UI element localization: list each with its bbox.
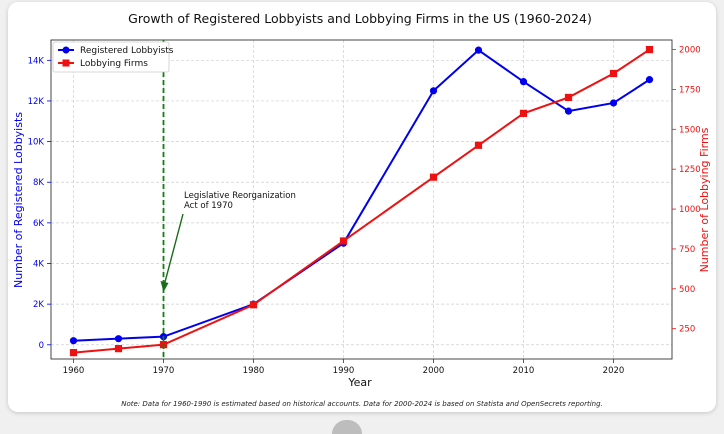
legend-label-firms: Lobbying Firms [80,59,148,69]
series-line-0 [73,48,651,342]
data-point-firms [339,237,348,245]
data-point-lobbyists [114,335,123,343]
data-point-lobbyists [429,87,438,95]
y-right-axis-label: Number of Lobbying Firms [698,127,711,272]
y-left-tick-label: 6K [33,219,44,229]
y-left-axis-label: Number of Registered Lobbyists [12,112,25,288]
data-point-lobbyists [564,107,573,115]
data-point-lobbyists [645,76,654,84]
y-right-tick-label: 250 [679,325,695,335]
legend-marker-firms [62,59,70,67]
grid-lines [51,40,672,359]
data-point-firms [609,69,618,78]
y-right-tick-label: 1750 [679,85,701,95]
x-axis-label: Year [347,376,372,389]
x-tick-label: 2020 [603,366,625,376]
chart-title: Growth of Registered Lobbyists and Lobby… [128,11,592,26]
y-left-tick-label: 8K [33,178,44,188]
x-tick-label: 2000 [423,366,445,376]
y-right-tick-label: 1000 [679,205,701,215]
annotation-text-line2: Act of 1970 [184,201,233,211]
annotation-arrow-head [160,280,169,292]
y-right-tick-label: 750 [679,245,695,255]
y-left-tick-label: 4K [33,260,44,270]
y-right-tick-label: 1250 [679,165,701,175]
y-right-axis-ticks: 250 500 750 1000 1250 1500 1750 2000 [672,46,701,335]
data-point-lobbyists [519,78,528,86]
legend: Registered Lobbyists Lobbying Firms [52,41,174,73]
y-left-tick-label: 10K [28,138,45,148]
data-point-firms [474,141,483,149]
x-tick-label: 1990 [333,366,355,376]
data-point-firms [519,109,528,117]
axes [50,39,673,360]
data-point-lobbyists [69,337,78,345]
plot-frame [50,39,673,360]
x-axis-ticks: 1960 1970 1980 1990 2000 2010 2020 [63,359,625,376]
data-point-firms [69,349,78,357]
series-line-1 [73,48,651,354]
y-right-tick-label: 500 [679,285,695,295]
annotation-text-line1: Legislative Reorganization [184,191,296,201]
data-point-lobbyists [609,99,618,107]
footnote: Note: Data for 1960-1990 is estimated ba… [121,400,603,408]
data-point-firms [429,173,438,181]
chart-marks [69,45,654,357]
x-tick-label: 2010 [513,366,535,376]
y-left-tick-label: 12K [28,97,45,107]
annotation-arrow-shaft [163,213,184,285]
x-tick-label: 1980 [243,366,265,376]
y-left-tick-label: 2K [33,300,44,310]
x-tick-label: 1970 [153,366,175,376]
data-point-lobbyists [474,46,483,54]
y-right-tick-label: 2000 [679,46,701,56]
legend-marker-lobbyists [62,46,70,54]
y-left-tick-label: 14K [28,56,45,66]
legend-box [52,41,170,73]
x-tick-label: 1960 [63,366,85,376]
data-point-firms [564,93,573,102]
data-point-firms [645,45,654,54]
legend-label-lobbyists: Registered Lobbyists [80,46,174,56]
y-right-tick-label: 1500 [679,125,701,135]
y-left-tick-label: 0 [39,341,44,351]
y-left-axis-ticks: 0 2K 4K 6K 8K 10K 12K 14K [28,56,51,351]
data-point-firms [114,345,123,353]
data-point-firms [249,301,258,309]
